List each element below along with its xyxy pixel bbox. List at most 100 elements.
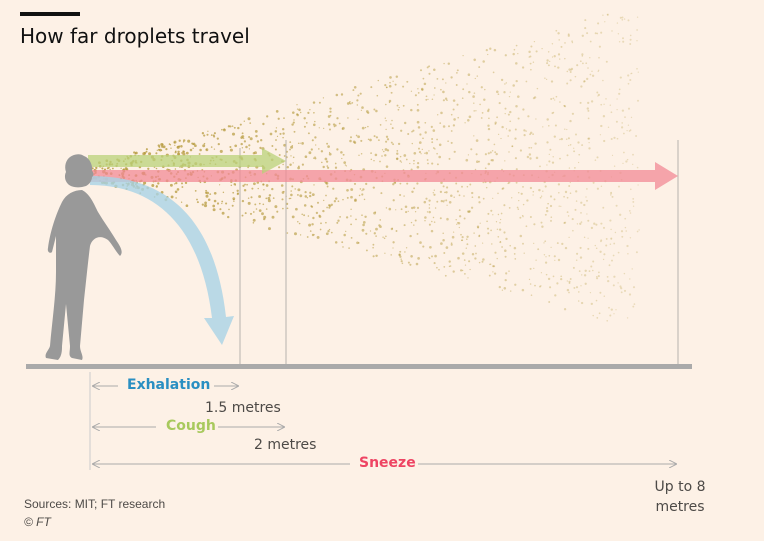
droplet bbox=[402, 85, 405, 88]
droplet bbox=[578, 153, 581, 156]
droplet bbox=[424, 152, 426, 154]
droplet bbox=[372, 243, 375, 246]
droplet-cloud bbox=[91, 13, 640, 322]
droplet bbox=[598, 312, 601, 315]
droplet bbox=[297, 221, 299, 223]
droplet bbox=[177, 150, 180, 154]
droplet bbox=[360, 109, 363, 111]
droplet bbox=[590, 226, 594, 230]
droplet bbox=[403, 121, 407, 125]
droplet bbox=[416, 165, 420, 169]
droplet bbox=[554, 99, 556, 101]
droplet bbox=[209, 193, 212, 195]
droplet bbox=[391, 127, 394, 130]
droplet bbox=[545, 78, 548, 81]
droplet bbox=[318, 215, 322, 218]
droplet bbox=[492, 71, 495, 74]
droplet bbox=[602, 258, 605, 261]
droplet bbox=[395, 157, 399, 161]
droplet bbox=[233, 126, 236, 129]
droplet bbox=[547, 51, 550, 53]
droplet bbox=[174, 144, 176, 146]
droplet bbox=[482, 60, 485, 63]
droplet bbox=[546, 141, 549, 144]
droplet bbox=[551, 161, 555, 164]
droplet bbox=[434, 148, 436, 150]
droplet bbox=[426, 66, 429, 69]
droplet bbox=[428, 257, 431, 260]
droplet bbox=[574, 75, 577, 78]
droplet bbox=[428, 72, 431, 75]
droplet bbox=[586, 107, 589, 110]
droplet bbox=[594, 159, 597, 161]
droplet bbox=[487, 124, 490, 127]
droplet bbox=[541, 225, 544, 228]
droplet bbox=[467, 210, 471, 214]
droplet bbox=[459, 215, 462, 218]
droplet bbox=[569, 119, 572, 123]
droplet bbox=[388, 207, 392, 211]
droplet bbox=[389, 76, 392, 79]
droplet bbox=[452, 231, 455, 233]
droplet bbox=[291, 215, 295, 219]
droplet bbox=[566, 154, 569, 157]
droplet bbox=[399, 182, 402, 185]
droplet bbox=[514, 258, 517, 260]
droplet bbox=[399, 193, 402, 197]
droplet bbox=[581, 34, 584, 37]
droplet bbox=[580, 201, 583, 204]
droplet bbox=[210, 134, 213, 137]
droplet bbox=[311, 233, 315, 237]
droplet bbox=[204, 201, 207, 205]
droplet bbox=[375, 227, 378, 231]
droplet bbox=[550, 216, 553, 218]
droplet bbox=[557, 258, 561, 262]
droplet bbox=[335, 93, 339, 97]
droplet bbox=[286, 232, 289, 234]
droplet bbox=[350, 237, 353, 239]
droplet bbox=[501, 187, 504, 190]
droplet bbox=[346, 188, 349, 192]
droplet bbox=[523, 134, 526, 137]
droplet bbox=[624, 116, 626, 118]
droplet bbox=[523, 129, 526, 132]
droplet bbox=[383, 150, 385, 153]
droplet bbox=[310, 148, 313, 151]
droplet bbox=[282, 128, 285, 131]
droplet bbox=[466, 83, 468, 85]
droplet bbox=[622, 37, 624, 40]
droplet bbox=[384, 84, 387, 87]
droplet bbox=[309, 109, 311, 111]
droplet bbox=[514, 283, 517, 286]
droplet bbox=[217, 142, 220, 146]
droplet bbox=[619, 76, 622, 79]
droplet bbox=[232, 191, 235, 194]
droplet bbox=[333, 125, 336, 128]
droplet bbox=[199, 148, 202, 152]
droplet bbox=[219, 208, 222, 211]
droplet bbox=[385, 86, 388, 89]
droplet bbox=[629, 43, 632, 45]
droplet bbox=[241, 132, 244, 135]
droplet bbox=[550, 246, 552, 249]
droplet bbox=[532, 194, 534, 196]
droplet bbox=[111, 167, 114, 170]
droplet bbox=[504, 160, 506, 162]
droplet bbox=[568, 185, 571, 187]
droplet bbox=[526, 199, 529, 202]
droplet bbox=[206, 191, 210, 195]
droplet bbox=[606, 14, 609, 16]
droplet bbox=[334, 166, 338, 169]
droplet bbox=[357, 94, 360, 97]
droplet bbox=[296, 104, 298, 106]
droplet bbox=[433, 87, 436, 89]
droplet bbox=[341, 157, 343, 160]
droplet bbox=[504, 249, 507, 252]
droplet bbox=[587, 137, 590, 140]
droplet bbox=[385, 135, 389, 138]
droplet bbox=[583, 236, 586, 239]
droplet bbox=[311, 139, 314, 142]
droplet bbox=[494, 151, 497, 154]
droplet bbox=[560, 275, 563, 278]
